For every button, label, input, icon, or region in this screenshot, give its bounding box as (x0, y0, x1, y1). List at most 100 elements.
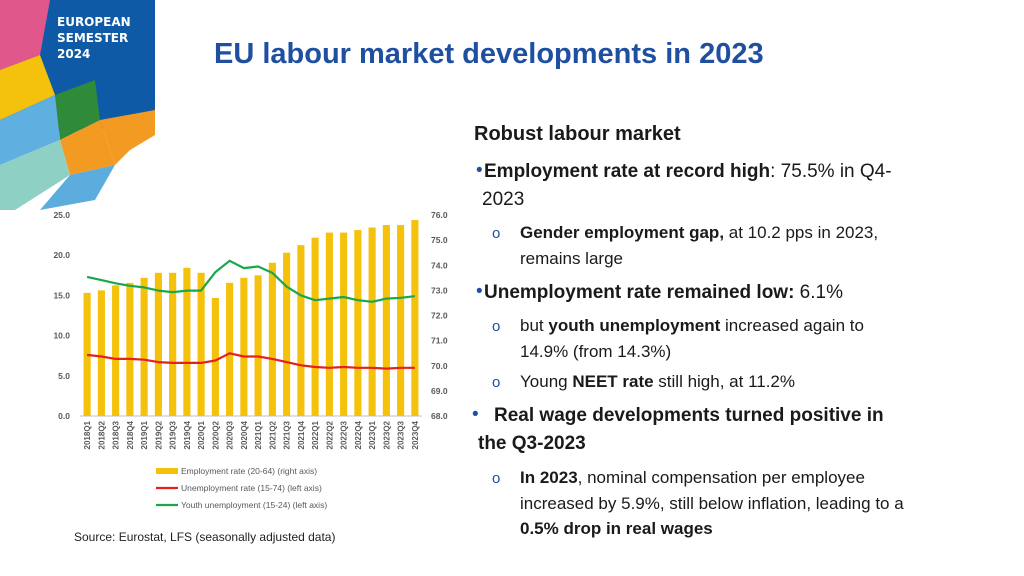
employment-line-1: Employment rate at record high: 75.5% in… (484, 161, 892, 183)
left-tick-label: 0.0 (58, 411, 70, 421)
left-tick-label: 20.0 (53, 250, 70, 260)
x-tick-label: 2021Q2 (268, 420, 277, 449)
right-tick-label: 73.0 (431, 285, 448, 295)
logo-line: EUROPEAN (57, 15, 131, 29)
x-tick-label: 2022Q4 (354, 420, 363, 449)
legend-label: Unemployment rate (15-74) (left axis) (181, 483, 322, 493)
bullet-marker: • (476, 160, 483, 181)
compensation-line-2: increased by 5.9%, still below inflation… (520, 494, 904, 513)
legend-label: Youth unemployment (15-24) (left axis) (181, 500, 327, 510)
labour-market-chart: 0.0 5.0 10.0 15.0 20.0 25.0 68.0 69.0 70.0 71.0 72… (53, 210, 448, 510)
x-tick-label: 2023Q1 (368, 420, 377, 449)
legend-swatch (156, 468, 178, 474)
panel-heading: Robust labour market (474, 123, 681, 145)
bar-employment-rate (325, 232, 333, 416)
neet-line: Young NEET rate still high, at 11.2% (520, 372, 795, 392)
bar-employment-rate (283, 252, 291, 416)
bar-employment-rate (340, 232, 348, 416)
x-tick-label: 2020Q1 (197, 420, 206, 449)
slide-title: EU labour market developments in 2023 (214, 38, 764, 70)
bar-employment-rate (97, 290, 105, 416)
right-tick-label: 68.0 (431, 411, 448, 421)
youth-pre: but (520, 316, 549, 335)
line-youth-unemployment (86, 259, 416, 303)
youth-bold: youth unemployment (548, 316, 721, 335)
logo-text: EUROPEAN SEMESTER 2024 (57, 14, 157, 62)
bar-employment-rate (140, 277, 148, 416)
logo-line: SEMESTER (57, 31, 129, 45)
bar-employment-rate (268, 262, 276, 416)
left-tick-label: 25.0 (53, 210, 70, 220)
source-note: Source: Eurostat, LFS (seasonally adjust… (74, 530, 336, 544)
x-tick-label: 2019Q1 (140, 420, 149, 449)
right-tick-label: 76.0 (431, 210, 448, 220)
bar-employment-rate (154, 272, 162, 416)
gender-gap-line-2: remains large (520, 249, 623, 268)
right-tick-label: 74.0 (431, 260, 448, 270)
x-tick-label: 2023Q4 (411, 420, 420, 449)
x-tick-label: 2020Q4 (240, 420, 249, 449)
employment-line-2: 2023 (482, 189, 525, 210)
x-tick-label: 2019Q2 (154, 420, 163, 449)
bar-employment-rate (354, 230, 362, 416)
employment-rest: : 75.5% in Q4- (770, 161, 892, 182)
x-tick-label: 2019Q3 (169, 420, 178, 449)
x-tick-label: 2021Q4 (297, 420, 306, 449)
bar-employment-rate (211, 297, 219, 416)
left-tick-label: 5.0 (58, 371, 70, 381)
sub-bullet-marker: o (492, 470, 501, 487)
bar-employment-rate (254, 275, 262, 416)
bar-employment-rate (397, 225, 405, 416)
right-tick-label: 72.0 (431, 311, 448, 321)
gender-gap-rest: at 10.2 pps in 2023, (724, 223, 879, 242)
bar-employment-rate (169, 272, 177, 416)
x-tick-label: 2022Q2 (325, 420, 334, 449)
right-tick-label: 70.0 (431, 361, 448, 371)
wage-line-1: Real wage developments turned positive i… (494, 405, 884, 426)
bar-employment-rate (297, 245, 305, 416)
bar-employment-rate (183, 267, 191, 416)
x-tick-label: 2018Q4 (126, 420, 135, 449)
compensation-line-3: 0.5% drop in real wages (520, 519, 713, 538)
gender-gap-bold: Gender employment gap, (520, 223, 725, 242)
left-tick-label: 15.0 (53, 290, 70, 300)
neet-pre: Young (520, 372, 573, 391)
x-tick-label: 2022Q3 (340, 420, 349, 449)
right-tick-label: 69.0 (431, 386, 448, 396)
x-tick-label: 2023Q2 (382, 420, 391, 449)
x-tick-label: 2018Q1 (83, 420, 92, 449)
youth-line-1: but youth unemployment increased again t… (520, 316, 864, 336)
x-tick-label: 2018Q2 (97, 420, 106, 449)
logo-graphic (0, 0, 160, 210)
x-tick-label: 2020Q2 (211, 420, 220, 449)
bar-employment-rate (83, 292, 91, 416)
sub-bullet-marker: o (492, 225, 501, 242)
bullet-marker: • (472, 404, 479, 425)
bar-employment-rate (382, 225, 390, 416)
unemployment-bold: Unemployment rate remained low: (484, 282, 795, 303)
neet-rest: still high, at 11.2% (653, 372, 796, 391)
x-tick-label: 2020Q3 (226, 420, 235, 449)
bar-employment-rate (368, 227, 376, 416)
neet-bold: NEET rate (572, 372, 654, 391)
bar-employment-rate (197, 272, 205, 416)
bar-employment-rate (126, 282, 134, 416)
logo-line: 2024 (57, 47, 91, 61)
x-tick-label: 2021Q1 (254, 420, 263, 449)
unemployment-line: Unemployment rate remained low: 6.1% (484, 282, 843, 304)
bullet-marker: • (476, 281, 483, 302)
bar-employment-rate (311, 237, 319, 416)
sub-bullet-marker: o (492, 318, 501, 335)
line-unemployment-rate (86, 352, 415, 370)
right-tick-label: 71.0 (431, 336, 448, 346)
unemployment-rest: 6.1% (794, 282, 843, 303)
x-tick-label: 2021Q3 (283, 420, 292, 449)
compensation-bold: In 2023 (520, 468, 578, 487)
left-tick-label: 10.0 (53, 331, 70, 341)
wage-line-2: the Q3-2023 (478, 433, 586, 454)
bar-employment-rate (240, 277, 248, 416)
x-tick-label: 2023Q3 (397, 420, 406, 449)
compensation-line-1: In 2023, nominal compensation per employ… (520, 468, 865, 488)
gender-gap-line-1: Gender employment gap, at 10.2 pps in 20… (520, 223, 878, 243)
x-tick-label: 2018Q3 (112, 420, 121, 449)
